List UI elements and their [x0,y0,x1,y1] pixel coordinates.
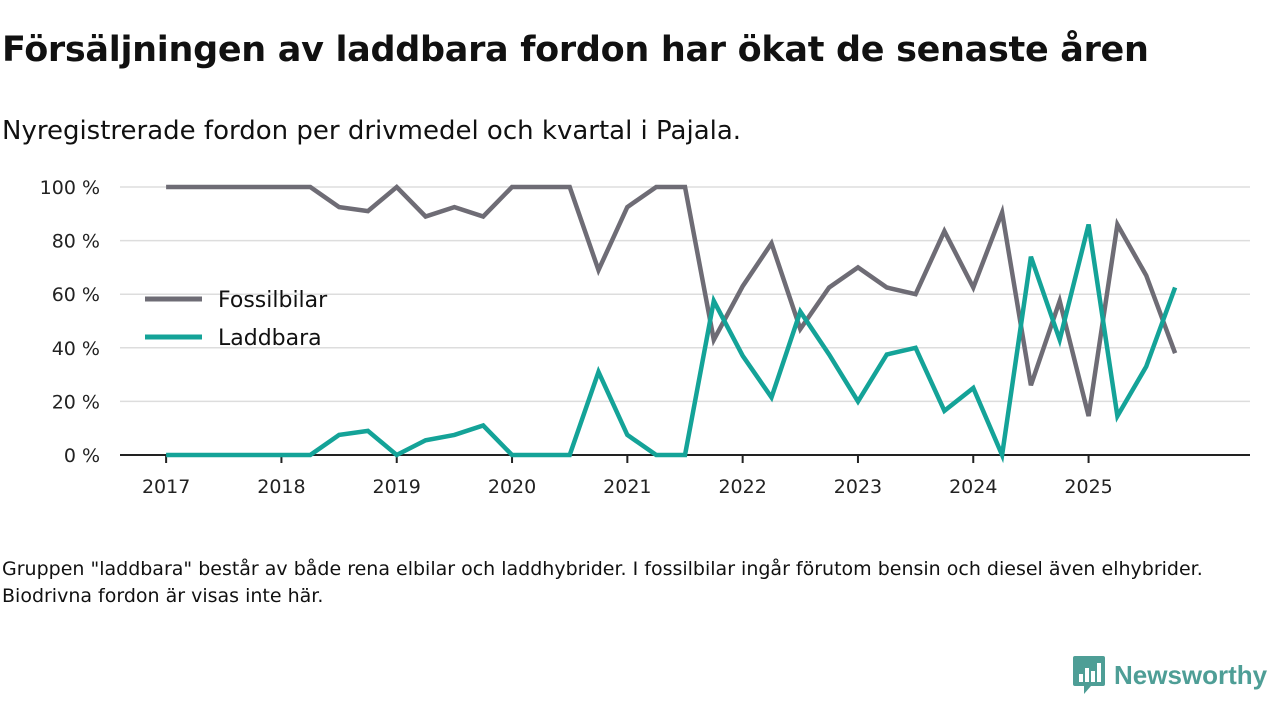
series-line-laddbara [166,223,1178,464]
x-tick-label: 2022 [718,476,766,498]
y-axis-ticks: 0 % 20 % 40 % 60 % 80 % 100 % [40,177,100,467]
x-tick-label: 2023 [834,476,882,498]
newsworthy-logo: Newsworthy [1072,654,1267,696]
brand-name: Newsworthy [1114,659,1268,690]
footnote: Gruppen "laddbara" består av både rena e… [2,558,1203,607]
chart-title: Försäljningen av laddbara fordon har öka… [2,30,1149,70]
y-tick-label: 60 % [52,284,100,306]
x-tick-label: 2018 [257,476,305,498]
x-axis: 2017 2018 2019 2020 2021 2022 2023 2024 2025 [120,454,1250,498]
series-line-fossilbilar [166,183,1178,417]
legend: Fossilbilar Laddbara [145,288,328,351]
y-tick-label: 20 % [52,391,100,413]
line-chart: 0 % 20 % 40 % 60 % 80 % 100 % 2017 2018 2019 202… [40,177,1250,498]
x-tick-label: 2024 [949,476,997,498]
legend-label: Laddbara [218,326,322,351]
newsworthy-logo-icon [1073,656,1105,694]
series-lines [166,183,1178,464]
x-tick-label: 2019 [373,476,421,498]
y-tick-label: 100 % [40,177,100,199]
y-tick-label: 0 % [64,445,100,467]
x-tick-label: 2021 [603,476,651,498]
y-tick-label: 40 % [52,338,100,360]
legend-item-laddbara: Laddbara [145,326,322,351]
x-tick-label: 2020 [488,476,536,498]
legend-item-fossilbilar: Fossilbilar [145,288,328,313]
chart-subtitle: Nyregistrerade fordon per drivmedel och … [2,116,742,146]
x-tick-label: 2017 [142,476,190,498]
y-tick-label: 80 % [52,231,100,253]
legend-label: Fossilbilar [218,288,328,313]
x-tick-label: 2025 [1064,476,1112,498]
